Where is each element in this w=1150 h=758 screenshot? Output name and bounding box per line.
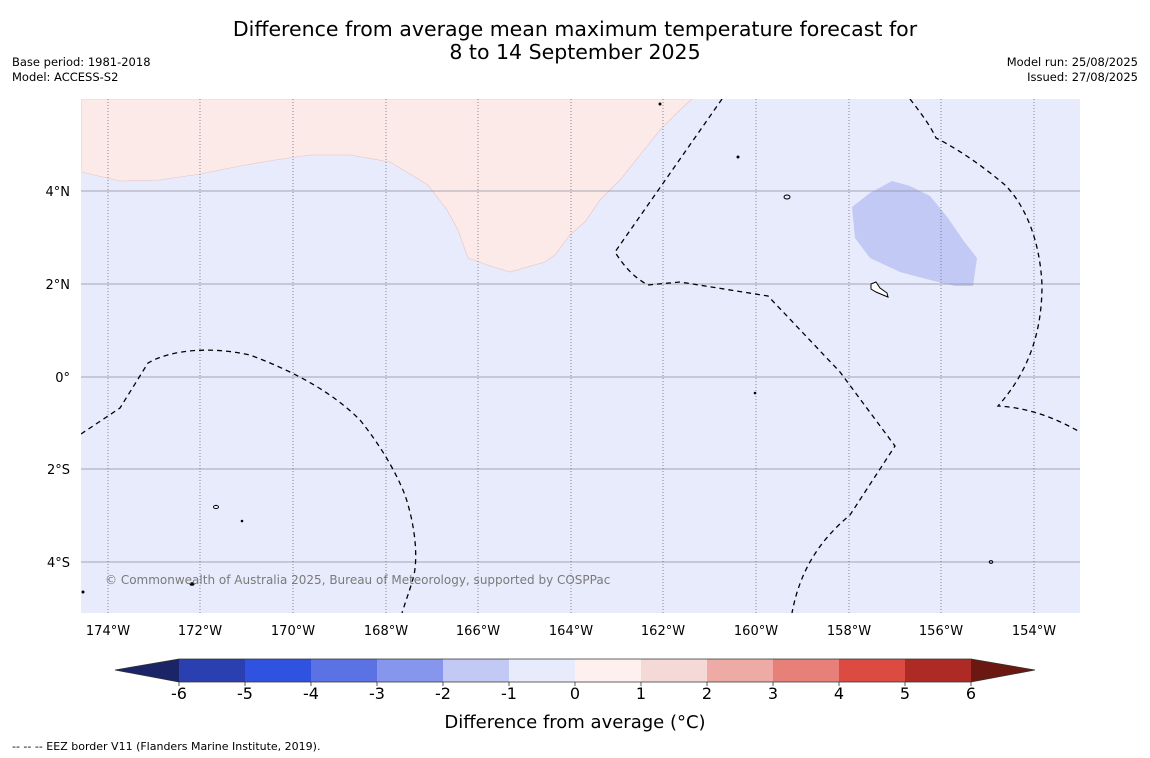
colorbar-tick-labels: -6 -5 -4 -3 -2 -1 0 1 2 3 4 5 6 bbox=[171, 684, 976, 703]
lon-label-174w: 174°W bbox=[86, 624, 130, 639]
island-dot-3 bbox=[753, 391, 757, 395]
map-title-line-2: 8 to 14 September 2025 bbox=[449, 40, 701, 64]
colorbar-tick-label: -1 bbox=[501, 684, 517, 703]
lon-label-156w: 156°W bbox=[919, 624, 963, 639]
colorbar: -6 -5 -4 -3 -2 -1 0 1 2 3 4 5 6 Differen… bbox=[114, 658, 1036, 733]
eez-borders bbox=[81, 99, 1080, 613]
lat-label-0: 0° bbox=[55, 371, 70, 386]
model-run-text: Model run: 25/08/2025 bbox=[1006, 55, 1138, 69]
island-jarvis-small bbox=[213, 504, 219, 510]
lon-label-170w: 170°W bbox=[271, 624, 315, 639]
colorbar-bin-11 bbox=[839, 659, 905, 682]
colorbar-tick-label: -3 bbox=[369, 684, 385, 703]
copyright-text: © Commonwealth of Australia 2025, Bureau… bbox=[105, 573, 610, 587]
lon-label-160w: 160°W bbox=[734, 624, 778, 639]
island-dot-4 bbox=[240, 519, 244, 523]
meta-right: Model run: 25/08/2025 Issued: 27/08/2025 bbox=[1007, 55, 1138, 85]
map-title-line-1: Difference from average mean maximum tem… bbox=[232, 17, 918, 41]
base-period-text: Base period: 1981-2018 bbox=[12, 55, 151, 69]
island-dot-5 bbox=[81, 590, 85, 594]
colorbar-below-min-arrow bbox=[115, 659, 179, 682]
colorbar-above-max-arrow bbox=[971, 659, 1035, 682]
colorbar-tick-label: 5 bbox=[900, 684, 910, 703]
lon-label-172w: 172°W bbox=[178, 624, 222, 639]
lon-label-164w: 164°W bbox=[549, 624, 593, 639]
colorbar-tick-label: 1 bbox=[636, 684, 646, 703]
colorbar-bin-9 bbox=[707, 659, 773, 682]
colorbar-tick-label: -5 bbox=[237, 684, 253, 703]
colorbar-bin-4 bbox=[377, 659, 443, 682]
warm-anomaly-region bbox=[81, 99, 693, 273]
colorbar-tick-label: 0 bbox=[570, 684, 580, 703]
lon-label-168w: 168°W bbox=[364, 624, 408, 639]
colorbar-tick-label: -2 bbox=[435, 684, 451, 703]
island-south-small bbox=[189, 582, 195, 586]
island-east-small bbox=[988, 560, 994, 564]
lat-label-4s: 4°S bbox=[47, 556, 70, 571]
colorbar-tick-marks bbox=[178, 682, 972, 686]
colorbar-bin-6 bbox=[509, 659, 575, 682]
colorbar-tick-label: -6 bbox=[171, 684, 187, 703]
lat-label-2s: 2°S bbox=[47, 463, 70, 478]
eez-border-west bbox=[81, 349, 417, 613]
meta-left: Base period: 1981-2018 Model: ACCESS-S2 bbox=[12, 55, 151, 85]
lon-label-154w: 154°W bbox=[1012, 624, 1056, 639]
issued-text: Issued: 27/08/2025 bbox=[1027, 70, 1138, 84]
colorbar-title: Difference from average (°C) bbox=[444, 712, 705, 733]
model-text: Model: ACCESS-S2 bbox=[12, 70, 119, 84]
longitude-labels: 174°W 172°W 170°W 168°W 166°W 164°W 162°… bbox=[86, 624, 1056, 639]
colorbar-tick-label: 6 bbox=[966, 684, 976, 703]
colorbar-bin-7 bbox=[575, 659, 641, 682]
latitude-gridlines bbox=[81, 190, 1080, 563]
island-dot-1 bbox=[658, 102, 662, 106]
colorbar-bin-10 bbox=[773, 659, 839, 682]
eez-legend-note: -- -- -- EEZ border V11 (Flanders Marine… bbox=[12, 740, 321, 753]
colorbar-bin-8 bbox=[641, 659, 707, 682]
colorbar-bin-2 bbox=[245, 659, 311, 682]
colorbar-bin-12 bbox=[905, 659, 971, 682]
latitude-labels: 4°N 2°N 0° 2°S 4°S bbox=[46, 185, 71, 571]
colorbar-tick-label: 3 bbox=[768, 684, 778, 703]
colorbar-tick-label: 4 bbox=[834, 684, 844, 703]
islands bbox=[81, 102, 994, 594]
colorbar-bin-3 bbox=[311, 659, 377, 682]
colorbar-bin-5 bbox=[443, 659, 509, 682]
colorbar-bin-1 bbox=[179, 659, 245, 682]
lat-label-2n: 2°N bbox=[46, 278, 71, 293]
cool-anomaly-region bbox=[852, 181, 977, 286]
eez-border-east bbox=[909, 99, 1080, 433]
island-kiritimati bbox=[870, 281, 889, 298]
lon-label-166w: 166°W bbox=[456, 624, 500, 639]
colorbar-tick-label: 2 bbox=[702, 684, 712, 703]
colorbar-tick-label: -4 bbox=[303, 684, 319, 703]
eez-border-central bbox=[614, 99, 896, 613]
lat-label-4n: 4°N bbox=[46, 185, 71, 200]
island-swains bbox=[783, 194, 791, 200]
lon-label-158w: 158°W bbox=[827, 624, 871, 639]
map-title: Difference from average mean maximum tem… bbox=[0, 18, 1150, 64]
map-panel: © Commonwealth of Australia 2025, Bureau… bbox=[81, 99, 1080, 613]
lon-label-162w: 162°W bbox=[641, 624, 685, 639]
island-dot-2 bbox=[736, 155, 740, 159]
